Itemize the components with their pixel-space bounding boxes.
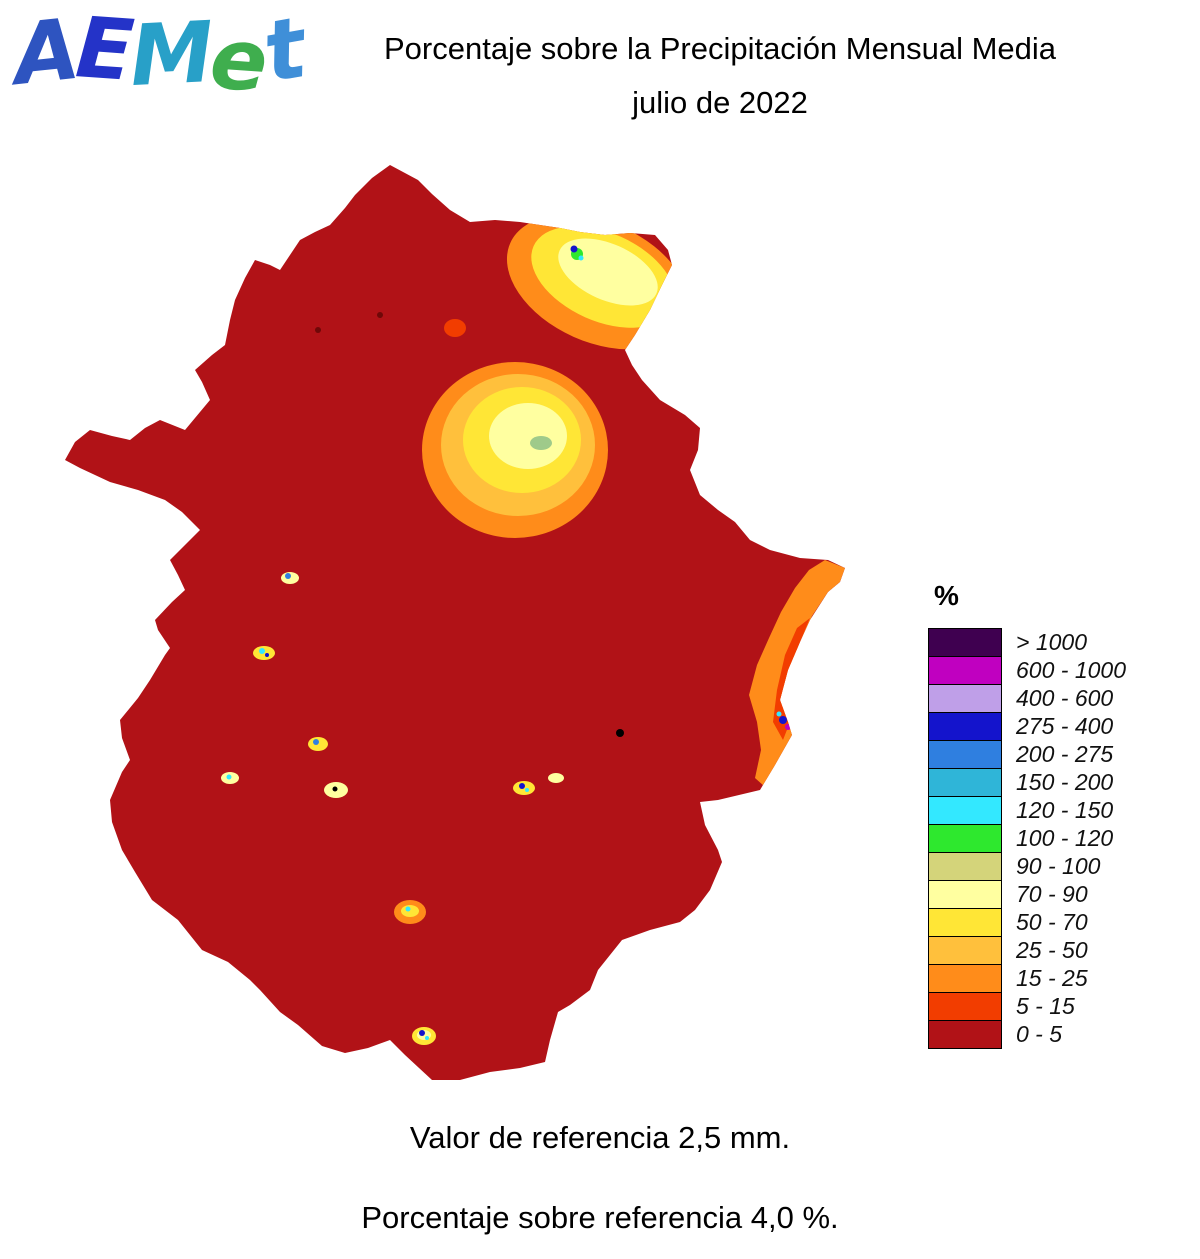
legend-item: 120 - 150 xyxy=(928,796,1126,825)
speck xyxy=(525,788,529,792)
title-line-1: Porcentaje sobre la Precipitación Mensua… xyxy=(383,31,1057,66)
north-blue-speck xyxy=(570,245,578,253)
legend-swatch xyxy=(928,992,1002,1021)
legend-label: 200 - 275 xyxy=(1016,741,1114,767)
legend-swatch xyxy=(928,628,1002,657)
east-strip-redorange xyxy=(773,618,810,740)
legend-item: 150 - 200 xyxy=(928,768,1126,797)
speck xyxy=(119,873,133,883)
speck xyxy=(285,573,291,579)
north-cyan-speck xyxy=(578,255,584,261)
map-region-base xyxy=(65,165,845,1080)
legend-label: 150 - 200 xyxy=(1016,769,1114,795)
legend-item: 100 - 120 xyxy=(928,824,1126,853)
legend-label: 15 - 25 xyxy=(1016,965,1088,991)
speck xyxy=(313,739,319,745)
speck xyxy=(123,875,127,879)
legend-item: 50 - 70 xyxy=(928,908,1126,937)
central-blob-paleyellow xyxy=(489,403,567,469)
legend-item: 400 - 600 xyxy=(928,684,1126,713)
legend-label: 275 - 400 xyxy=(1016,713,1114,739)
speck xyxy=(419,1030,425,1036)
legend-swatch xyxy=(928,1020,1002,1049)
speck xyxy=(405,906,411,912)
map-svg xyxy=(65,165,845,1080)
legend-swatch xyxy=(928,824,1002,853)
legend-label: 25 - 50 xyxy=(1016,937,1088,963)
legend-swatch xyxy=(928,880,1002,909)
legend-unit-label: % xyxy=(934,580,959,611)
speck xyxy=(425,1036,429,1040)
speck xyxy=(265,653,269,657)
speck xyxy=(315,327,321,333)
legend-swatch xyxy=(928,852,1002,881)
legend-label: 0 - 5 xyxy=(1016,1021,1063,1047)
east-cyan-speck xyxy=(776,711,782,717)
speck xyxy=(401,905,419,917)
logo-letter: M xyxy=(128,2,214,106)
legend-item: 90 - 100 xyxy=(928,852,1126,881)
legend-item: 600 - 1000 xyxy=(928,656,1126,685)
reference-percentage-caption: Porcentaje sobre referencia 4,0 %. xyxy=(361,1200,839,1235)
map-title: Porcentaje sobre la Precipitación Mensua… xyxy=(270,22,1170,131)
legend-items: > 1000 600 - 1000 400 - 600 275 - 400 200 - … xyxy=(928,628,1126,1049)
scattered-specks xyxy=(119,312,624,1045)
black-speck xyxy=(616,729,624,737)
reference-value-caption: Valor de referencia 2,5 mm. xyxy=(409,1120,791,1155)
legend-swatch xyxy=(928,796,1002,825)
logo-letter: A xyxy=(9,0,81,104)
aemet-logo: AEMet xyxy=(9,0,310,111)
legend: % > 1000 600 - 1000 400 - 600 275 - 400 200 … xyxy=(928,580,1126,1049)
east-strip-orange xyxy=(749,560,845,786)
legend-label: 600 - 1000 xyxy=(1016,657,1126,683)
legend-swatch xyxy=(928,964,1002,993)
speck xyxy=(259,648,265,654)
legend-swatch xyxy=(928,684,1002,713)
legend-item: 5 - 15 xyxy=(928,992,1126,1021)
legend-label: 70 - 90 xyxy=(1016,881,1088,907)
high-precip-area-central xyxy=(422,362,608,538)
legend-label: 100 - 120 xyxy=(1016,825,1114,851)
legend-item: > 1000 xyxy=(928,628,1126,657)
legend-swatch xyxy=(928,656,1002,685)
central-green-speck xyxy=(530,436,552,450)
legend-item: 200 - 275 xyxy=(928,740,1126,769)
legend-item: 15 - 25 xyxy=(928,964,1126,993)
legend-label: 90 - 100 xyxy=(1016,853,1101,879)
speck xyxy=(226,774,232,780)
north-blob-paleyellow xyxy=(558,238,658,306)
legend-item: 275 - 400 xyxy=(928,712,1126,741)
legend-swatch xyxy=(928,908,1002,937)
legend-item: 70 - 90 xyxy=(928,880,1126,909)
logo-letter: e xyxy=(207,9,268,111)
legend-label: 5 - 15 xyxy=(1016,993,1075,1019)
legend-swatch xyxy=(928,768,1002,797)
legend-item: 0 - 5 xyxy=(928,1020,1126,1049)
legend-label: > 1000 xyxy=(1016,629,1087,655)
legend-label: 50 - 70 xyxy=(1016,909,1088,935)
speck xyxy=(332,786,338,792)
title-line-2: julio de 2022 xyxy=(632,85,808,121)
east-magenta-speck xyxy=(785,724,791,730)
logo-letter: E xyxy=(72,0,134,100)
speck xyxy=(548,773,564,783)
legend-swatch xyxy=(928,936,1002,965)
east-blue-speck xyxy=(779,716,787,724)
legend-swatch xyxy=(928,712,1002,741)
legend-swatch xyxy=(928,740,1002,769)
high-precip-area-north xyxy=(506,214,690,350)
speck xyxy=(377,312,383,318)
speck xyxy=(519,783,525,789)
legend-item: 25 - 50 xyxy=(928,936,1126,965)
legend-label: 400 - 600 xyxy=(1016,685,1114,711)
legend-label: 120 - 150 xyxy=(1016,797,1114,823)
precipitation-map xyxy=(50,150,870,1090)
small-orange-spot xyxy=(444,319,466,337)
